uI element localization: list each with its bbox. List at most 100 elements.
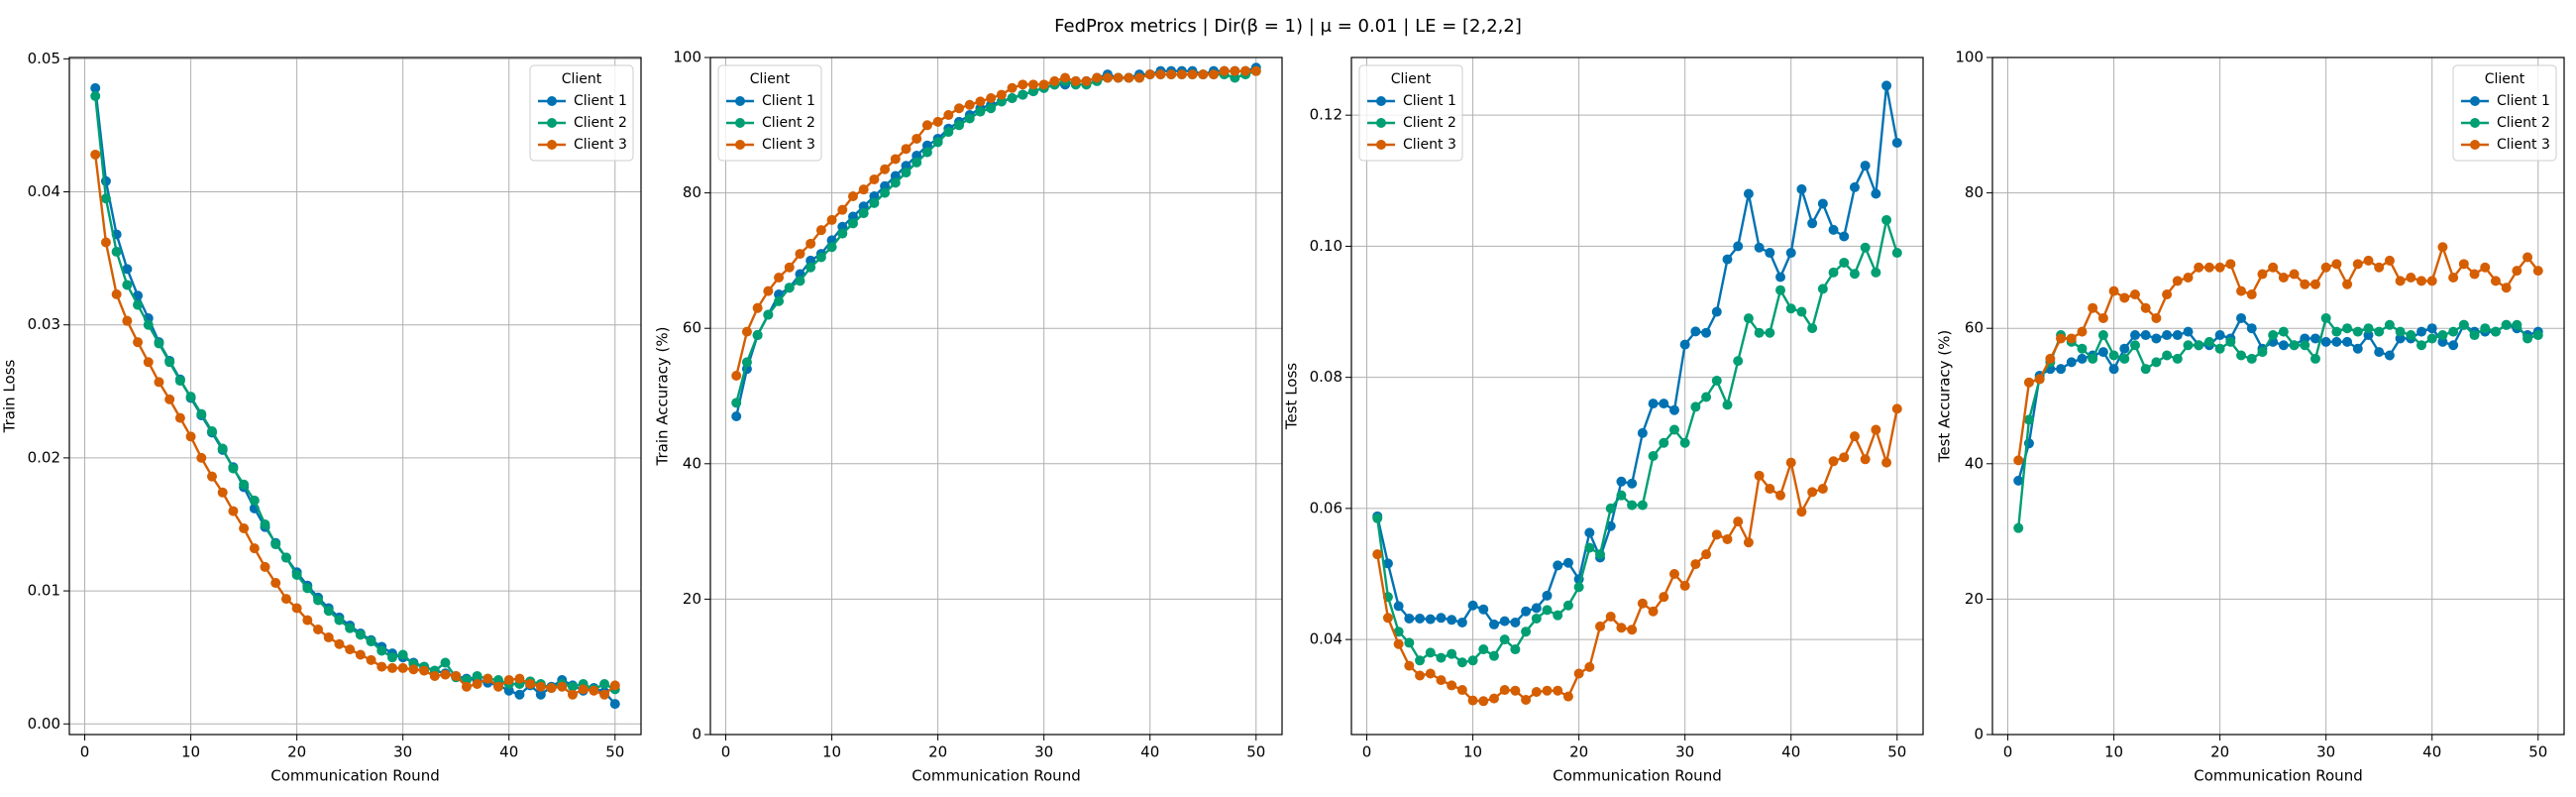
- data-point: [100, 193, 111, 204]
- x-tick-label: 10: [1463, 743, 1482, 761]
- y-tick-label: 0.04: [1310, 630, 1342, 648]
- data-point: [2437, 330, 2448, 341]
- data-point: [1488, 619, 1499, 629]
- data-point: [1775, 490, 1786, 501]
- data-point: [2406, 272, 2416, 283]
- data-point: [90, 90, 101, 101]
- data-point: [901, 144, 912, 155]
- data-point: [334, 615, 345, 626]
- data-point: [2151, 357, 2162, 368]
- x-tick-label: 10: [822, 743, 841, 761]
- data-point: [557, 681, 568, 692]
- data-point: [1871, 267, 1881, 278]
- y-tick-label: 0: [692, 726, 701, 743]
- data-point: [2374, 347, 2385, 358]
- data-point: [1690, 326, 1701, 337]
- data-point: [1425, 668, 1436, 679]
- data-point: [366, 636, 376, 647]
- legend-label: Client 2: [574, 115, 627, 131]
- data-point: [1733, 241, 1744, 252]
- data-point: [2183, 340, 2194, 351]
- data-point: [2512, 319, 2522, 330]
- data-point: [90, 149, 101, 160]
- legend-label: Client 1: [2497, 93, 2550, 109]
- data-point: [260, 561, 270, 572]
- data-point: [1499, 634, 1510, 645]
- data-point: [514, 689, 525, 700]
- data-point: [1488, 693, 1499, 704]
- data-point: [1124, 72, 1134, 83]
- data-point: [1679, 580, 1690, 591]
- data-point: [1382, 558, 1393, 569]
- data-point: [1701, 549, 1712, 560]
- data-point: [1187, 69, 1198, 80]
- data-point: [1166, 69, 1177, 80]
- data-point: [419, 665, 430, 676]
- y-tick-label: 0.10: [1310, 237, 1342, 255]
- data-point: [2268, 262, 2279, 273]
- data-point: [1007, 92, 1018, 103]
- data-point: [122, 280, 133, 290]
- data-point: [1871, 188, 1881, 199]
- data-point: [280, 594, 291, 605]
- legend-label: Client 2: [762, 115, 815, 131]
- data-point: [2480, 262, 2491, 273]
- data-point: [1542, 590, 1553, 601]
- data-point: [323, 606, 334, 617]
- data-point: [2129, 289, 2140, 300]
- data-point: [609, 680, 620, 691]
- data-point: [2352, 343, 2363, 354]
- legend-title: Client: [750, 71, 791, 87]
- data-point: [1849, 431, 1860, 442]
- data-point: [2384, 255, 2395, 266]
- y-tick-label: 40: [683, 454, 701, 472]
- data-point: [2406, 330, 2416, 341]
- data-point: [1817, 284, 1828, 294]
- data-point: [302, 583, 313, 594]
- data-point: [996, 89, 1007, 100]
- data-point: [1881, 80, 1892, 91]
- data-point: [1562, 557, 1573, 568]
- data-point: [2056, 364, 2067, 375]
- legend-label: Client 2: [1403, 115, 1456, 131]
- subplot: 0 10 20 30 40 50 0 20 40 60 80 100 Communication Rou…: [654, 49, 1283, 785]
- data-point: [2448, 340, 2459, 351]
- data-point: [1796, 306, 1807, 317]
- data-point: [100, 175, 111, 186]
- data-point: [397, 662, 408, 673]
- data-point: [291, 569, 302, 580]
- axes-frame: [68, 57, 642, 736]
- data-point: [1573, 582, 1584, 593]
- y-tick-label: 0.06: [1310, 499, 1342, 516]
- data-point: [1881, 214, 1892, 225]
- data-point: [249, 495, 260, 506]
- data-point: [376, 661, 387, 672]
- data-point: [2108, 364, 2119, 375]
- data-point: [1467, 655, 1478, 666]
- legend-box: [1358, 64, 1463, 162]
- data-point: [2268, 330, 2279, 341]
- data-point: [2416, 340, 2427, 351]
- data-point: [837, 228, 848, 239]
- data-point: [1113, 72, 1124, 83]
- y-axis-label: Test Accuracy (%): [1936, 330, 1954, 464]
- data-point: [943, 110, 954, 121]
- data-point: [154, 377, 164, 388]
- legend-label: Client 1: [1403, 93, 1456, 109]
- x-tick-label: 10: [2104, 743, 2123, 761]
- data-point: [2395, 276, 2406, 286]
- data-point: [2077, 326, 2088, 337]
- y-axis-label: Train Accuracy (%): [654, 327, 672, 467]
- x-tick-label: 50: [1887, 743, 1906, 761]
- data-point: [1467, 695, 1478, 706]
- data-point: [133, 299, 144, 310]
- data-point: [795, 276, 805, 286]
- x-tick-label: 50: [605, 743, 624, 761]
- data-point: [890, 177, 901, 188]
- data-point: [397, 649, 408, 660]
- data-point: [1404, 613, 1415, 624]
- x-tick-label: 50: [2528, 743, 2547, 761]
- data-point: [1198, 69, 1209, 80]
- data-point: [2203, 336, 2214, 347]
